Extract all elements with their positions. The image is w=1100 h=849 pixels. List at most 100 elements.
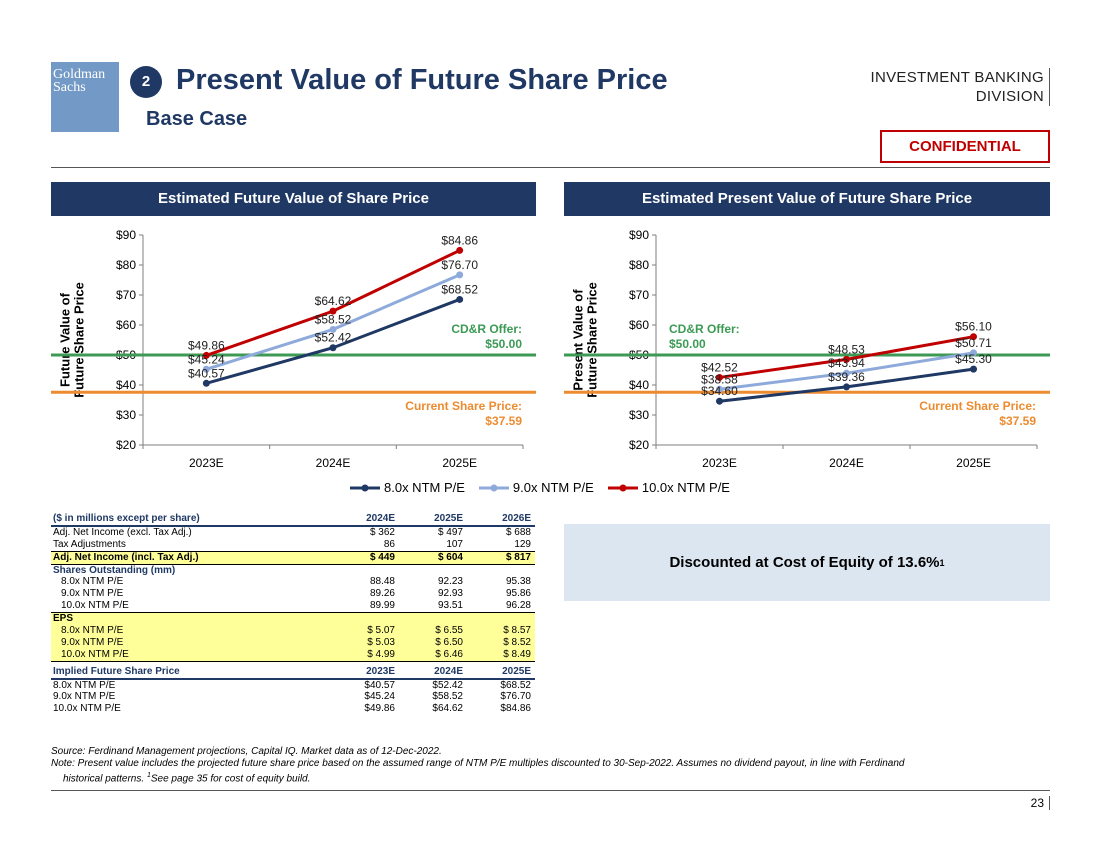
projection-table: ($ in millions except per share) 2024E 2… — [51, 513, 535, 715]
cell: $84.86 — [500, 703, 531, 715]
cell: 95.38 — [505, 576, 531, 588]
table-header-col: 2024E — [434, 665, 463, 677]
cell: $ 5.03 — [367, 636, 395, 648]
section-number-badge: 2 — [130, 66, 162, 98]
goldman-sachs-logo: Goldman Sachs — [51, 62, 119, 132]
table-row: 9.0x NTM P/E $ 5.03 $ 6.50 $ 8.52 — [51, 636, 535, 649]
cell: 92.23 — [437, 576, 463, 588]
legend-item-8x: 8.0x NTM P/E — [350, 480, 465, 495]
data-label: $52.42 — [315, 331, 352, 345]
table-row-highlight: Adj. Net Income (incl. Tax Adj.) $ 449 $… — [51, 550, 535, 565]
data-label: $42.52 — [701, 360, 738, 374]
cell: 89.26 — [369, 588, 395, 600]
cell: 93.51 — [437, 600, 463, 612]
cell: $64.62 — [432, 703, 463, 715]
data-label: $58.52 — [315, 312, 352, 326]
data-label: $39.36 — [828, 370, 865, 384]
data-point — [456, 271, 464, 279]
data-point — [843, 369, 850, 377]
y-axis-title-line: Future Share Price — [584, 282, 599, 398]
legend-item-9x: 9.0x NTM P/E — [478, 480, 594, 495]
footer-divider — [51, 790, 1050, 791]
data-point — [456, 295, 464, 303]
note-line-2: historical patterns. 1See page 35 for co… — [51, 770, 1051, 785]
x-tick-label: 2025E — [956, 456, 991, 470]
cell: 96.28 — [505, 600, 531, 612]
row-label: 9.0x NTM P/E — [61, 636, 124, 648]
table-row: 10.0x NTM P/E 89.99 93.51 96.28 — [51, 600, 535, 614]
legend-label-9x: 9.0x NTM P/E — [512, 480, 594, 495]
data-label: $49.86 — [188, 338, 225, 352]
cell: $ 688 — [505, 526, 531, 538]
row-label: 10.0x NTM P/E — [61, 600, 129, 612]
data-point — [843, 355, 850, 363]
data-label: $45.24 — [188, 352, 225, 366]
data-label: $38.58 — [701, 372, 738, 386]
y-tick-label: $70 — [116, 288, 136, 302]
y-axis-title-line: Future Value of — [58, 292, 73, 387]
cell: $ 362 — [369, 526, 395, 538]
data-point — [970, 349, 977, 357]
chart-legend: 8.0x NTM P/E 9.0x NTM P/E 10.0x NTM P/E — [350, 480, 730, 495]
y-tick-label: $90 — [629, 228, 649, 242]
cell: 92.93 — [437, 588, 463, 600]
data-point — [329, 307, 337, 315]
legend-label-10x: 10.0x NTM P/E — [641, 480, 730, 495]
cell: $58.52 — [432, 691, 463, 703]
cell: 95.86 — [505, 588, 531, 600]
data-label: $43.94 — [828, 356, 865, 370]
reference-label: CD&R Offer: — [669, 322, 740, 336]
data-point — [843, 383, 850, 391]
x-tick-label: 2024E — [829, 456, 864, 470]
discount-rate-text: Discounted at Cost of Equity of 13.6% — [669, 554, 940, 571]
future-value-chart: Future Value ofFuture Share Price $20 $30 $… — [51, 228, 536, 470]
data-label: $64.62 — [315, 294, 352, 308]
y-tick-label: $40 — [116, 378, 136, 392]
cell: $ 817 — [505, 551, 531, 563]
y-tick-label: $80 — [116, 258, 136, 272]
cell: $68.52 — [500, 679, 531, 691]
cell: 107 — [446, 538, 463, 550]
legend-item-10x: 10.0x NTM P/E — [607, 480, 730, 495]
data-point — [970, 365, 977, 373]
table-row: 10.0x NTM P/E $ 4.99 $ 6.46 $ 8.49 — [51, 648, 535, 662]
cell: $ 497 — [437, 526, 463, 538]
reference-value: $50.00 — [669, 337, 706, 351]
table-header-row: ($ in millions except per share) 2024E 2… — [51, 513, 535, 527]
cell: $40.57 — [364, 679, 395, 691]
table-row: Tax Adjustments 86 107 129 — [51, 539, 535, 551]
cell: $ 6.50 — [435, 636, 463, 648]
data-label: $40.57 — [188, 366, 225, 380]
cell: $ 8.49 — [503, 648, 531, 660]
reference-label: Current Share Price: — [405, 399, 522, 413]
y-tick-label: $20 — [629, 438, 649, 452]
cell: $ 6.46 — [435, 648, 463, 660]
chart-1-title: Estimated Future Value of Share Price — [51, 182, 536, 216]
table-section-label: EPS — [51, 613, 535, 626]
row-label: 8.0x NTM P/E — [61, 576, 124, 588]
reference-value: $50.00 — [485, 337, 522, 351]
y-tick-label: $20 — [116, 438, 136, 452]
data-label: $50.71 — [955, 336, 992, 350]
cell: $ 4.99 — [367, 648, 395, 660]
x-tick-label: 2024E — [316, 456, 351, 470]
y-axis-title-line: Present Value of — [571, 289, 586, 391]
source-note: Source: Ferdinand Management projections… — [51, 746, 442, 757]
y-tick-label: $40 — [629, 378, 649, 392]
division-line-1: INVESTMENT BANKING — [870, 69, 1044, 86]
row-label: 8.0x NTM P/E — [61, 625, 124, 637]
note-line-1: Note: Present value includes the project… — [51, 758, 905, 769]
cell: $ 6.55 — [435, 625, 463, 637]
table-header-col: 2025E — [434, 513, 463, 524]
present-value-chart: Present Value ofFuture Share Price $20 $30… — [564, 228, 1050, 470]
division-label: INVESTMENT BANKING DIVISION — [871, 68, 1050, 106]
cell: 86 — [383, 538, 395, 550]
data-label: $56.10 — [955, 320, 992, 334]
discount-rate-box: Discounted at Cost of Equity of 13.6% 1 — [564, 524, 1050, 601]
row-label: 10.0x NTM P/E — [53, 703, 121, 715]
data-point — [716, 397, 723, 405]
table-row: 9.0x NTM P/E 89.26 92.93 95.86 — [51, 588, 535, 600]
cell: $ 449 — [369, 551, 395, 563]
implied-header-row: Implied Future Share Price 2023E 2024E 2… — [51, 666, 535, 680]
table-header-label: ($ in millions except per share) — [53, 513, 200, 524]
